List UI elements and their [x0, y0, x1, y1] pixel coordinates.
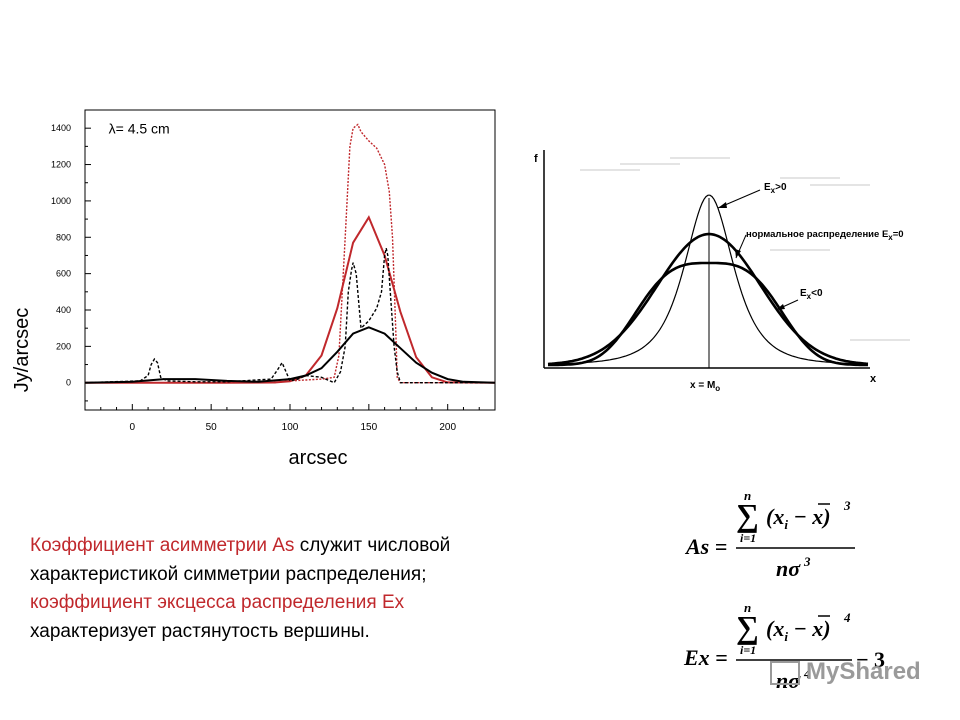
x-tick-label: 100: [282, 422, 299, 433]
y-tick-label: 800: [56, 232, 71, 242]
y-tick-label: 1200: [51, 160, 71, 170]
svg-text:3: 3: [803, 554, 811, 569]
asymmetry-definition: служит числовой характеристикой симметри…: [30, 535, 451, 585]
svg-text:nσ: nσ: [776, 556, 801, 581]
kurtosis-definition: характеризует растянутость вершины.: [30, 620, 370, 642]
y-tick-label: 1000: [51, 196, 71, 206]
curve-Ex=0: [547, 232, 869, 366]
curves-group: [547, 194, 869, 367]
as-formula: As = n ∑ i=1 (xi − x) 3 nσ 3: [684, 488, 855, 581]
svg-text:n: n: [744, 600, 751, 615]
series-line-3: [84, 326, 496, 384]
svg-text:Ex<0: Ex<0: [800, 288, 823, 301]
asymmetry-term: Коэффициент асимметрии As: [30, 535, 295, 556]
watermark: MyShared: [770, 658, 921, 686]
center-label: x = Mo: [690, 380, 720, 393]
svg-text:3: 3: [843, 498, 851, 513]
y-tick-label: 200: [56, 341, 71, 351]
svg-text:nσ: nσ: [776, 668, 801, 693]
svg-text:(xi − x): (xi − x): [766, 504, 831, 532]
svg-text:4: 4: [843, 610, 851, 625]
y-tick-label: 600: [56, 269, 71, 279]
scan-background: [580, 157, 910, 341]
y-axis-letter: f: [534, 153, 538, 165]
radio-profile-chart: 0 200 400 600 800 1000 1200 1400 0 50 100 150 200 λ…: [11, 109, 496, 469]
svg-text:i=1: i=1: [740, 531, 756, 545]
x-tick-label: 200: [439, 422, 456, 433]
svg-text:n: n: [744, 488, 751, 503]
description-text: Коэффициент асимметрии As служит числово…: [30, 532, 590, 646]
x-axis-letter: x: [870, 373, 877, 385]
svg-text:− 3: − 3: [856, 647, 885, 672]
svg-text:нормальное распределение Ex=0: нормальное распределение Ex=0: [746, 229, 904, 242]
svg-text:(xi − x): (xi − x): [766, 616, 831, 644]
x-axis-ticks: 0 50 100 150 200: [100, 404, 480, 433]
svg-text:i=1: i=1: [740, 643, 756, 657]
x-axis-label: arcsec: [289, 447, 348, 469]
x-tick-label: 150: [361, 422, 378, 433]
watermark-text: MyShared: [806, 658, 921, 685]
series-line-2: [84, 248, 495, 384]
series-line-1: [85, 215, 496, 384]
kurtosis-diagram: f x x = Mo Ex>0 нормальное распределение…: [534, 150, 910, 393]
svg-text:Ex>0: Ex>0: [764, 182, 787, 195]
curve-Ex>0: [548, 194, 869, 365]
plot-frame: [84, 109, 496, 411]
svg-text:4: 4: [803, 666, 811, 681]
series-group: [84, 123, 496, 384]
kurtosis-term: коэффициент эксцесса распределения Ex: [30, 592, 405, 613]
annotation-ex-zero: нормальное распределение Ex=0: [735, 229, 904, 259]
annotation-ex-negative: Ex<0: [775, 288, 823, 311]
x-tick-label: 50: [206, 422, 218, 433]
annotation-ex-positive: Ex>0: [717, 182, 787, 209]
series-line-0: [85, 123, 495, 384]
wavelength-annotation: λ= 4.5 cm: [109, 121, 170, 137]
svg-text:∑: ∑: [736, 609, 759, 645]
x-tick-label: 0: [130, 422, 136, 433]
watermark-logo-icon: [770, 660, 800, 685]
svg-text:Ex =: Ex =: [683, 645, 728, 670]
plot-border: [84, 109, 496, 411]
y-tick-label: 400: [56, 305, 71, 315]
y-axis-ticks: 0 200 400 600 800 1000 1200 1400: [51, 109, 91, 402]
svg-text:∑: ∑: [736, 497, 759, 533]
formulas: As = n ∑ i=1 (xi − x) 3 nσ 3 Ex = n ∑ i=…: [683, 488, 885, 693]
ex-formula: Ex = n ∑ i=1 (xi − x) 4 nσ 4 − 3: [683, 600, 885, 693]
y-tick-label: 0: [66, 378, 71, 388]
y-axis-label: Jy/arcsec: [11, 308, 33, 392]
svg-text:As =: As =: [684, 534, 727, 559]
curve-Ex<0: [548, 261, 869, 367]
y-tick-label: 1400: [51, 123, 71, 133]
